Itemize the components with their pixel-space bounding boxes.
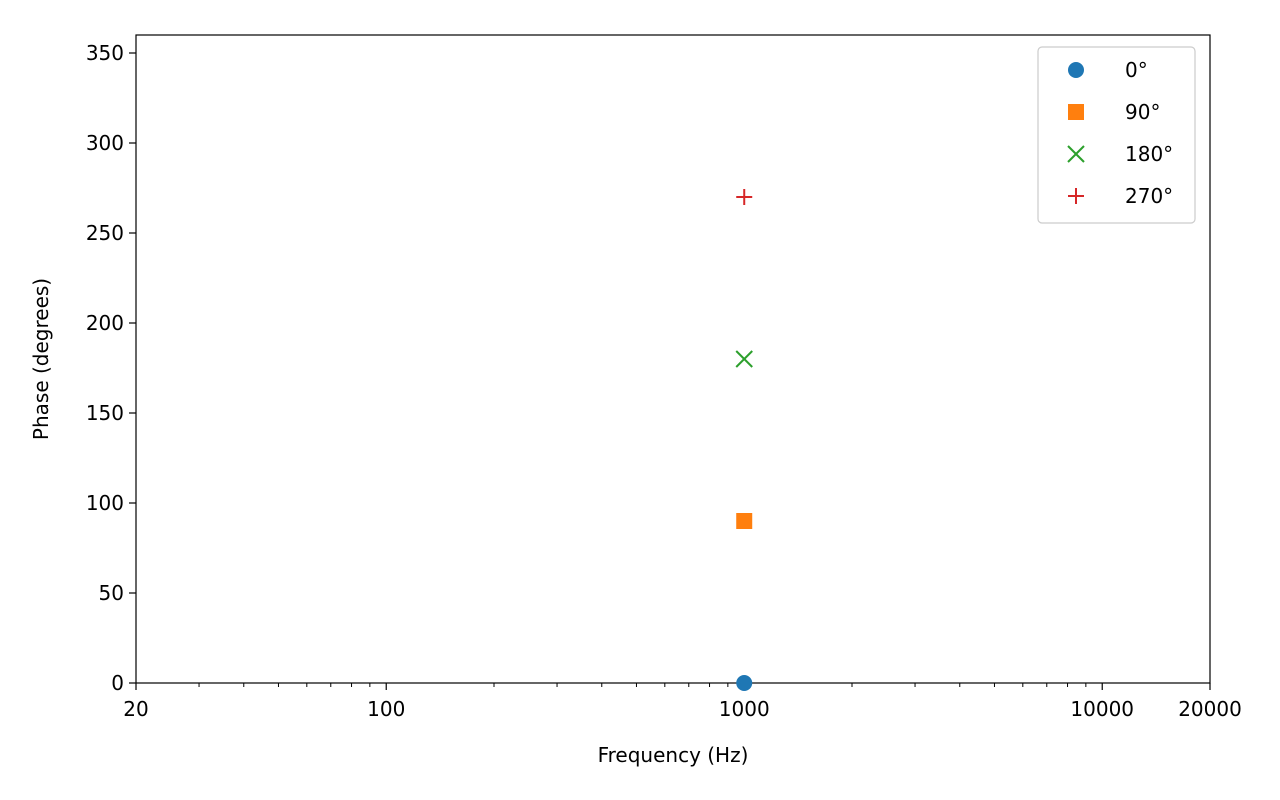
- legend-label: 180°: [1125, 142, 1173, 166]
- data-point-x-series-2: [735, 350, 753, 368]
- y-axis-label: Phase (degrees): [29, 278, 53, 440]
- legend-label: 0°: [1125, 58, 1148, 82]
- axes-ticks: 20 100 1000 10000 20000 0 50 100 150 200 250 300 350: [86, 41, 1242, 721]
- x-tick-label: 10000: [1070, 697, 1134, 721]
- x-tick-label: 1000: [719, 697, 770, 721]
- x-axis-label: Frequency (Hz): [598, 743, 749, 767]
- data-point-plus-series-3: [736, 189, 753, 205]
- legend-marker-plus: [1068, 188, 1084, 204]
- y-tick-label: 300: [86, 131, 124, 155]
- data-marks: [735, 189, 753, 691]
- y-tick-label: 50: [99, 581, 124, 605]
- legend-label: 90°: [1125, 100, 1160, 124]
- y-tick-label: 250: [86, 221, 124, 245]
- legend: 0° 90° 180° 270°: [1037, 46, 1196, 224]
- legend-marker-x: [1067, 145, 1085, 163]
- legend-label: 270°: [1125, 184, 1173, 208]
- legend-marker-square: [1068, 104, 1084, 120]
- data-point-square-series-1: [736, 513, 753, 529]
- y-tick-label: 100: [86, 491, 124, 515]
- x-tick-label: 100: [367, 697, 405, 721]
- plot-area: [135, 34, 1211, 684]
- legend-marker-circle: [1068, 62, 1084, 78]
- x-tick-label: 20: [123, 697, 148, 721]
- axes-frame: [135, 34, 1211, 684]
- y-tick-label: 350: [86, 41, 124, 65]
- y-tick-label: 0: [111, 671, 124, 695]
- data-point-circle-series-0: [736, 675, 753, 691]
- legend-frame: [1037, 46, 1196, 224]
- y-tick-label: 200: [86, 311, 124, 335]
- y-tick-label: 150: [86, 401, 124, 425]
- x-tick-label: 20000: [1178, 697, 1242, 721]
